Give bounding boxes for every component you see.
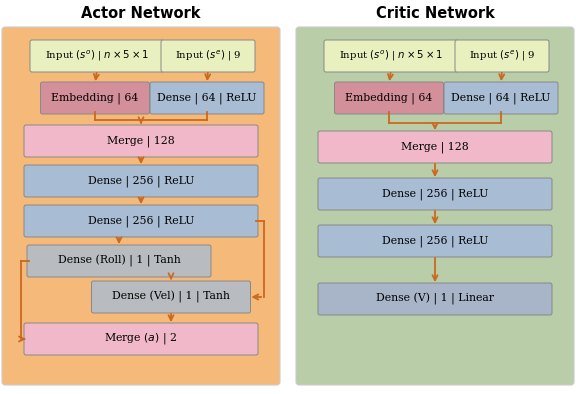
- Text: Merge $(a)$ | 2: Merge $(a)$ | 2: [104, 331, 177, 346]
- Text: Merge | 128: Merge | 128: [107, 135, 175, 147]
- Text: Dense | 256 | ReLU: Dense | 256 | ReLU: [88, 175, 194, 187]
- Text: Input $(s^o)$ | $n\times5\times1$: Input $(s^o)$ | $n\times5\times1$: [45, 49, 149, 63]
- FancyBboxPatch shape: [318, 225, 552, 257]
- Text: Embedding | 64: Embedding | 64: [51, 92, 139, 104]
- FancyBboxPatch shape: [30, 40, 164, 72]
- Text: Merge | 128: Merge | 128: [401, 141, 469, 153]
- Text: Dense (V) | 1 | Linear: Dense (V) | 1 | Linear: [376, 293, 494, 305]
- FancyBboxPatch shape: [40, 82, 150, 114]
- Text: Dense (Vel) | 1 | Tanh: Dense (Vel) | 1 | Tanh: [112, 291, 230, 303]
- FancyBboxPatch shape: [24, 205, 258, 237]
- FancyBboxPatch shape: [324, 40, 458, 72]
- Text: Dense (Roll) | 1 | Tanh: Dense (Roll) | 1 | Tanh: [58, 255, 180, 267]
- FancyBboxPatch shape: [318, 283, 552, 315]
- FancyBboxPatch shape: [161, 40, 255, 72]
- FancyBboxPatch shape: [27, 245, 211, 277]
- FancyBboxPatch shape: [24, 165, 258, 197]
- Text: Embedding | 64: Embedding | 64: [346, 92, 433, 104]
- Text: Dense | 256 | ReLU: Dense | 256 | ReLU: [88, 215, 194, 227]
- Text: Input $(s^e)$ | 9: Input $(s^e)$ | 9: [175, 49, 241, 63]
- FancyBboxPatch shape: [24, 323, 258, 355]
- Text: Dense | 64 | ReLU: Dense | 64 | ReLU: [452, 92, 551, 104]
- Text: Dense | 64 | ReLU: Dense | 64 | ReLU: [157, 92, 257, 104]
- Text: Actor Network: Actor Network: [81, 6, 201, 20]
- Text: Critic Network: Critic Network: [376, 6, 494, 20]
- FancyBboxPatch shape: [24, 125, 258, 157]
- FancyBboxPatch shape: [2, 27, 280, 385]
- FancyBboxPatch shape: [318, 131, 552, 163]
- Text: Input $(s^e)$ | 9: Input $(s^e)$ | 9: [469, 49, 535, 63]
- Text: Input $(s^o)$ | $n\times5\times1$: Input $(s^o)$ | $n\times5\times1$: [339, 49, 443, 63]
- Text: Dense | 256 | ReLU: Dense | 256 | ReLU: [382, 235, 488, 247]
- Text: Dense | 256 | ReLU: Dense | 256 | ReLU: [382, 188, 488, 200]
- FancyBboxPatch shape: [150, 82, 264, 114]
- FancyBboxPatch shape: [318, 178, 552, 210]
- FancyBboxPatch shape: [444, 82, 558, 114]
- FancyBboxPatch shape: [296, 27, 574, 385]
- FancyBboxPatch shape: [455, 40, 549, 72]
- FancyBboxPatch shape: [92, 281, 251, 313]
- FancyBboxPatch shape: [335, 82, 444, 114]
